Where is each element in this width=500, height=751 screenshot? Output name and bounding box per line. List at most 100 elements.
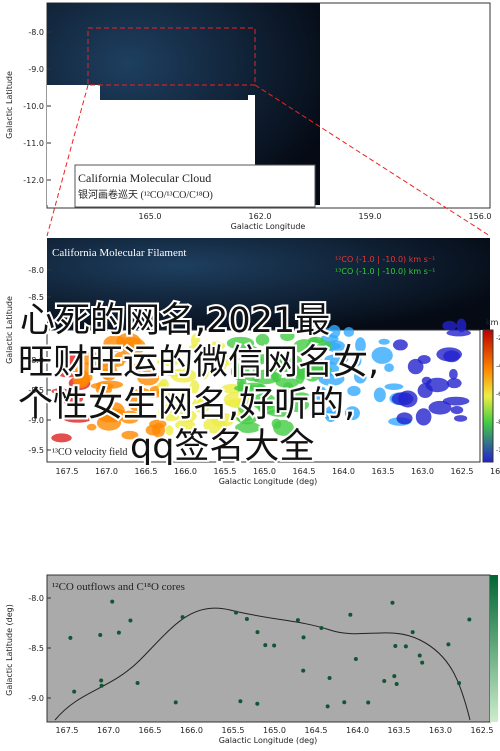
core	[180, 615, 185, 620]
core	[68, 635, 73, 640]
map-blob	[235, 421, 261, 433]
map-blob	[58, 351, 82, 367]
core	[467, 617, 472, 622]
x-tick-label: 163.0	[411, 467, 434, 476]
map-blob	[51, 433, 72, 443]
core	[325, 704, 330, 709]
map-blob	[442, 396, 470, 406]
map-blob	[257, 399, 277, 415]
core	[99, 683, 104, 688]
y-tick-label: -12.0	[23, 176, 44, 185]
map-blob	[352, 354, 362, 367]
map-blob	[211, 412, 234, 428]
core	[392, 674, 397, 679]
y-tick-label: -8.0	[28, 594, 44, 603]
x-tick-label: 166.5	[139, 726, 162, 735]
x-tick-label: 162.5	[471, 726, 494, 735]
map-blob	[240, 345, 259, 356]
map-blob	[323, 410, 336, 419]
map-blob	[417, 383, 433, 399]
x-tick-label: 163.5	[388, 726, 411, 735]
core	[301, 635, 306, 640]
y-tick-label: -8.5	[28, 644, 44, 653]
core	[348, 612, 353, 617]
map-blob	[391, 392, 414, 406]
x-label: Galactic Longitude (deg)	[219, 477, 318, 486]
map-blob	[86, 423, 97, 431]
map-blob	[242, 382, 265, 390]
core	[457, 681, 462, 686]
panel2-title: California Molecular Filament	[52, 247, 186, 259]
map-blob	[436, 347, 463, 362]
core	[417, 653, 422, 658]
core	[410, 630, 415, 635]
y-tick-label: -11.0	[23, 139, 44, 148]
x-tick-label: 166.0	[174, 467, 197, 476]
map-blob	[344, 406, 360, 421]
map-blob	[121, 430, 139, 440]
map-blob	[355, 337, 366, 354]
map-blob	[407, 358, 424, 375]
x-label: Galactic Longitude (deg)	[219, 736, 318, 745]
map-blob	[119, 410, 140, 424]
x-label: Galactic Longitude	[231, 222, 306, 231]
x-tick-label: 165.0	[253, 467, 276, 476]
core	[342, 700, 347, 705]
map-blob	[280, 330, 295, 342]
map-blob	[450, 405, 464, 415]
core	[255, 630, 260, 635]
map-blob	[137, 370, 160, 386]
map-blob	[142, 390, 164, 398]
x-tick-label: 159.0	[359, 212, 382, 221]
map-blob	[175, 419, 196, 431]
map-blob	[428, 400, 452, 415]
core	[255, 701, 260, 706]
core	[353, 656, 358, 661]
x-tick-label: 167.5	[56, 467, 79, 476]
zoom-line	[46, 84, 89, 237]
map-blob	[103, 335, 127, 352]
x-tick-label: 162.5	[451, 467, 474, 476]
map-blob	[449, 368, 458, 380]
map-blob	[255, 333, 270, 346]
core	[403, 644, 408, 649]
colorbar	[482, 329, 494, 463]
y-tick-label: -10.0	[23, 102, 44, 111]
core	[173, 700, 178, 705]
x-tick-label: 164.5	[293, 467, 316, 476]
map-blob	[347, 385, 361, 397]
panel3-image	[46, 574, 491, 723]
x-tick-label: 165.0	[139, 212, 162, 221]
map-blob	[230, 363, 250, 381]
map-blob	[170, 368, 197, 383]
map-blob	[167, 387, 179, 403]
x-tick-label: 166.5	[135, 467, 158, 476]
map-blob	[158, 403, 184, 422]
y-tick-label: -9.0	[28, 416, 44, 425]
core	[99, 678, 104, 683]
core	[327, 675, 332, 680]
map-blob	[132, 363, 141, 377]
map-blob	[453, 415, 468, 422]
map-blob	[446, 378, 462, 389]
map-blob	[96, 415, 122, 431]
map-blob	[213, 359, 234, 366]
map-blob	[446, 329, 471, 337]
contour	[54, 607, 471, 721]
map-blob	[307, 366, 333, 374]
overlay-title: 心死的网名,2021最	[20, 301, 330, 341]
zoom-line	[254, 84, 491, 237]
map-blob	[456, 318, 467, 333]
core	[128, 618, 133, 623]
core	[382, 679, 387, 684]
map-blob	[179, 410, 197, 423]
map-blob	[415, 408, 432, 426]
map-blob	[324, 354, 349, 365]
x-tick-label: 163.0	[429, 726, 452, 735]
map-blob	[378, 338, 390, 345]
y-label: Galactic Latitude	[5, 296, 14, 364]
core	[98, 632, 103, 637]
y-tick-label: -8.5	[28, 386, 44, 395]
core	[244, 616, 249, 621]
x-tick-label: 165.5	[214, 467, 237, 476]
